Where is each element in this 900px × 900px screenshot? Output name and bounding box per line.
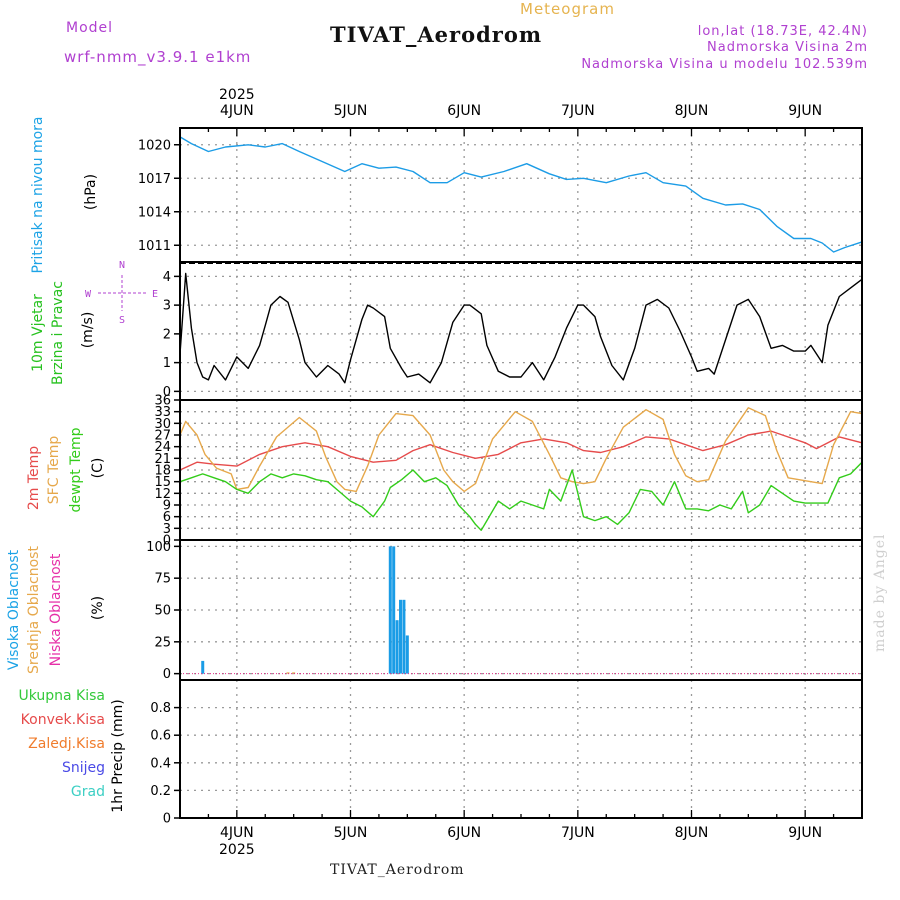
model-elevation: Nadmorska Visina u modelu 102.539m <box>581 57 868 72</box>
series-line-dewpt-temp <box>179 461 863 531</box>
panel-frame-wind <box>179 261 863 401</box>
station-elevation: Nadmorska Visina 2m <box>707 40 868 55</box>
cloud-label-mid: Srednja Oblacnost <box>26 546 42 674</box>
panel-frame-precipitation <box>179 679 863 819</box>
panel-frame-cloud_cover <box>179 539 863 681</box>
year-label-bottom: 2025 <box>219 842 255 858</box>
ytick-label-pressure: 1011 <box>138 239 171 254</box>
bar-visoka-oblacnost <box>201 660 205 674</box>
xtick-label-top: 7JUN <box>561 103 595 119</box>
xtick-label-bottom: 7JUN <box>561 825 595 841</box>
series-line-2m-temp <box>179 430 863 471</box>
xtick-label-bottom: 9JUN <box>788 825 822 841</box>
bar-visoka-oblacnost <box>395 620 399 674</box>
ytick-label-temperature: 3 <box>163 522 171 537</box>
ytick-label-pressure: 1017 <box>138 172 171 187</box>
series-line-sfc-temp <box>179 407 863 493</box>
xtick-label-bottom: 4JUN <box>220 825 254 841</box>
xtick-label-bottom: 8JUN <box>675 825 709 841</box>
series-line-pritisak-na-nivou-mora <box>179 136 863 253</box>
ytick-label-pressure: 1020 <box>138 138 171 153</box>
temp-label-2m: 2m Temp <box>26 446 42 510</box>
model-value: wrf-nmm_v3.9.1 e1km <box>64 48 252 66</box>
ytick-label-cloud_cover: 75 <box>154 572 171 587</box>
ytick-label-temperature: 24 <box>154 440 171 455</box>
precip-unit-label: 1hr Precip (mm) <box>110 699 126 812</box>
bar-visoka-oblacnost <box>405 635 409 674</box>
ytick-label-wind: 1 <box>163 356 171 371</box>
panel-frame-temperature <box>179 399 863 541</box>
xtick-label-bottom: 5JUN <box>334 825 368 841</box>
temp-unit: (C) <box>90 458 106 479</box>
pressure-label: Pritisak na nivou mora <box>30 116 46 273</box>
bar-visoka-oblacnost <box>392 546 396 674</box>
ytick-label-wind: 3 <box>163 299 171 314</box>
ytick-label-cloud_cover: 100 <box>146 540 171 555</box>
ytick-label-cloud_cover: 50 <box>154 604 171 619</box>
bar-visoka-oblacnost <box>399 599 403 674</box>
model-label: Model <box>66 20 114 36</box>
wind-label-line2: Brzina i Pravac <box>50 281 66 385</box>
ytick-label-temperature: 9 <box>163 499 171 514</box>
temp-label-sfc: SFC Temp <box>46 436 62 505</box>
ytick-label-pressure: 1014 <box>138 205 171 220</box>
xtick-label-bottom: 6JUN <box>447 825 481 841</box>
precip-legend-3: Snijeg <box>62 760 105 776</box>
year-label-top: 2025 <box>219 87 255 103</box>
pressure-unit: (hPa) <box>83 174 99 210</box>
ytick-label-temperature: 0 <box>163 534 171 549</box>
xtick-label-top: 6JUN <box>447 103 481 119</box>
ytick-label-wind: 0 <box>163 385 171 400</box>
xtick-label-top: 4JUN <box>220 103 254 119</box>
ytick-label-temperature: 6 <box>163 510 171 525</box>
bar-visoka-oblacnost <box>388 546 392 674</box>
bar-srednja-oblacnost <box>292 672 296 674</box>
precip-legend-2: Zaledj.Kisa <box>28 736 105 752</box>
ytick-label-precipitation: 0.6 <box>150 729 171 744</box>
compass-e: E <box>152 289 158 300</box>
ytick-label-temperature: 36 <box>154 394 171 409</box>
wind-label-line1: 10m Vjetar <box>30 294 46 372</box>
xtick-label-top: 9JUN <box>788 103 822 119</box>
wind-unit: (m/s) <box>80 312 96 349</box>
xtick-label-top: 8JUN <box>675 103 709 119</box>
precip-legend-1: Konvek.Kisa <box>21 712 105 728</box>
footer-station: TIVAT_Aerodrom <box>330 862 465 878</box>
station-title: TIVAT_Aerodrom <box>330 22 543 47</box>
compass-s: S <box>119 315 125 326</box>
ytick-label-temperature: 15 <box>154 475 171 490</box>
lonlat-info: lon,lat (18.73E, 42.4N) <box>697 24 868 39</box>
precip-legend-4: Grad <box>71 784 105 800</box>
panel-frame-pressure <box>179 127 863 263</box>
xtick-label-top: 5JUN <box>334 103 368 119</box>
ytick-label-precipitation: 0.4 <box>150 756 171 771</box>
bar-visoka-oblacnost <box>402 599 406 674</box>
ytick-label-temperature: 30 <box>154 417 171 432</box>
compass-w: W <box>85 289 92 300</box>
meteogram-label: Meteogram <box>520 0 615 18</box>
ytick-label-temperature: 21 <box>154 452 171 467</box>
cloud-label-high: Visoka Oblacnost <box>6 549 22 670</box>
compass-n: N <box>119 260 125 271</box>
ytick-label-precipitation: 0 <box>163 812 171 827</box>
ytick-label-temperature: 18 <box>154 464 171 479</box>
ytick-label-precipitation: 0.8 <box>150 701 171 716</box>
series-line-10m-vjetar-brzina-i-pravac <box>179 272 863 384</box>
cloud-unit: (%) <box>90 596 106 620</box>
bar-srednja-oblacnost <box>286 672 290 674</box>
ytick-label-temperature: 33 <box>154 405 171 420</box>
ytick-label-wind: 2 <box>163 327 171 342</box>
ytick-label-precipitation: 0.2 <box>150 784 171 799</box>
ytick-label-temperature: 27 <box>154 429 171 444</box>
temp-label-dewpt: dewpt Temp <box>68 427 84 512</box>
precip-legend-0: Ukupna Kisa <box>18 688 105 704</box>
cloud-label-low: Niska Oblacnost <box>48 553 64 666</box>
ytick-label-wind: 4 <box>163 270 171 285</box>
ytick-label-cloud_cover: 0 <box>163 667 171 682</box>
ytick-label-cloud_cover: 25 <box>154 635 171 650</box>
ytick-label-temperature: 12 <box>154 487 171 502</box>
